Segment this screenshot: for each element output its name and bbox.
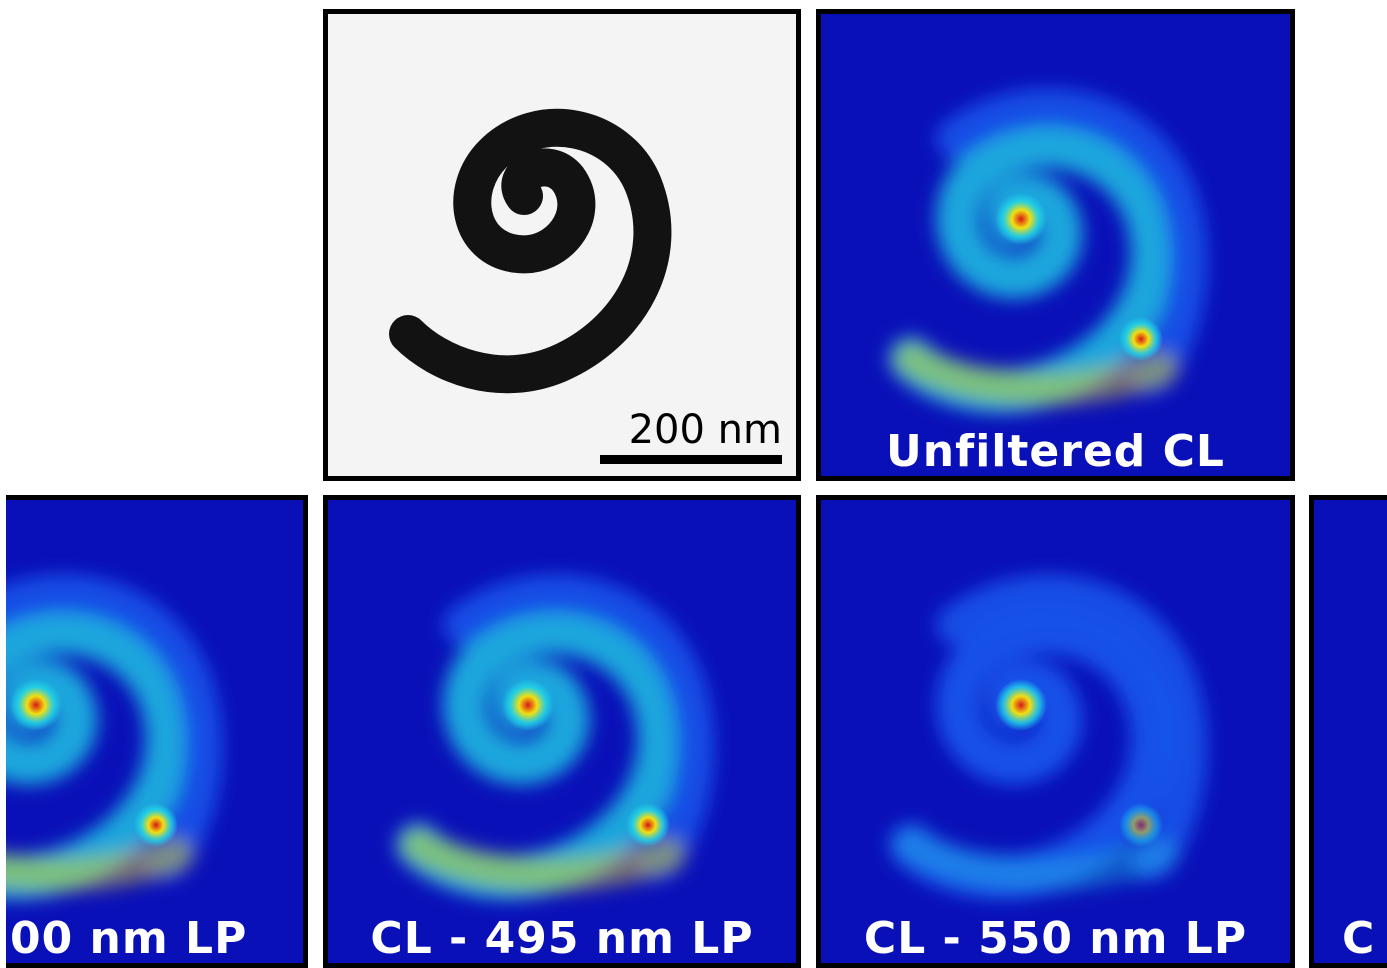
cl-hotspot-tip [1119,317,1163,361]
cl-hotspot-center [995,193,1047,245]
cl-spiral-glow [6,574,223,900]
cl-spiral-glow [889,574,1208,900]
cl-label-lp495: CL - 495 nm LP [370,913,754,964]
cl-hotspot-center [10,679,62,731]
cl-panel-lp550: CL - 550 nm LP [816,495,1295,968]
cl-label-lp550: CL - 550 nm LP [863,913,1248,964]
scale-bar-label: 200 nm [628,407,782,453]
cl-panel-lp400: 00 nm LP [6,495,308,968]
cl-map-lp495 [328,500,796,963]
cl-outer-ring [936,88,1208,394]
cl-hotspot-tip [626,803,670,847]
cl-label-lp400: 00 nm LP [10,913,248,964]
cl-bottom-band [894,342,1178,406]
tem-image-panel: 200 nm [323,9,801,481]
cl-hotspot-tip [1119,803,1163,847]
cl-bottom-band [6,838,193,892]
cl-outer-ring [936,574,1208,880]
cl-label-partial: C [1342,913,1376,964]
cl-bottom-band [894,828,1178,892]
tem-spiral [389,108,672,394]
cl-outer-ring [6,574,223,880]
cl-spiral-glow [889,88,1208,414]
cl-spiral-glow [396,574,715,900]
cl-panel-lp495: CL - 495 nm LP [323,495,801,968]
cl-hotspot-tip [134,803,178,847]
cl-hotspot-center [995,679,1047,731]
cl-hotspot-center [502,679,554,731]
cl-label-unfiltered: Unfiltered CL [886,426,1225,477]
cl-panel-unfiltered: Unfiltered CL [816,9,1295,481]
cl-map-lp400 [6,500,303,963]
cl-map-lp550 [821,500,1290,963]
tem-spiral-image [328,14,796,476]
cl-bottom-band [401,828,685,892]
scale-bar [600,455,782,464]
cl-map-unfiltered [821,14,1290,476]
cl-outer-ring [443,574,715,880]
cl-panel-partial: C [1309,495,1387,968]
